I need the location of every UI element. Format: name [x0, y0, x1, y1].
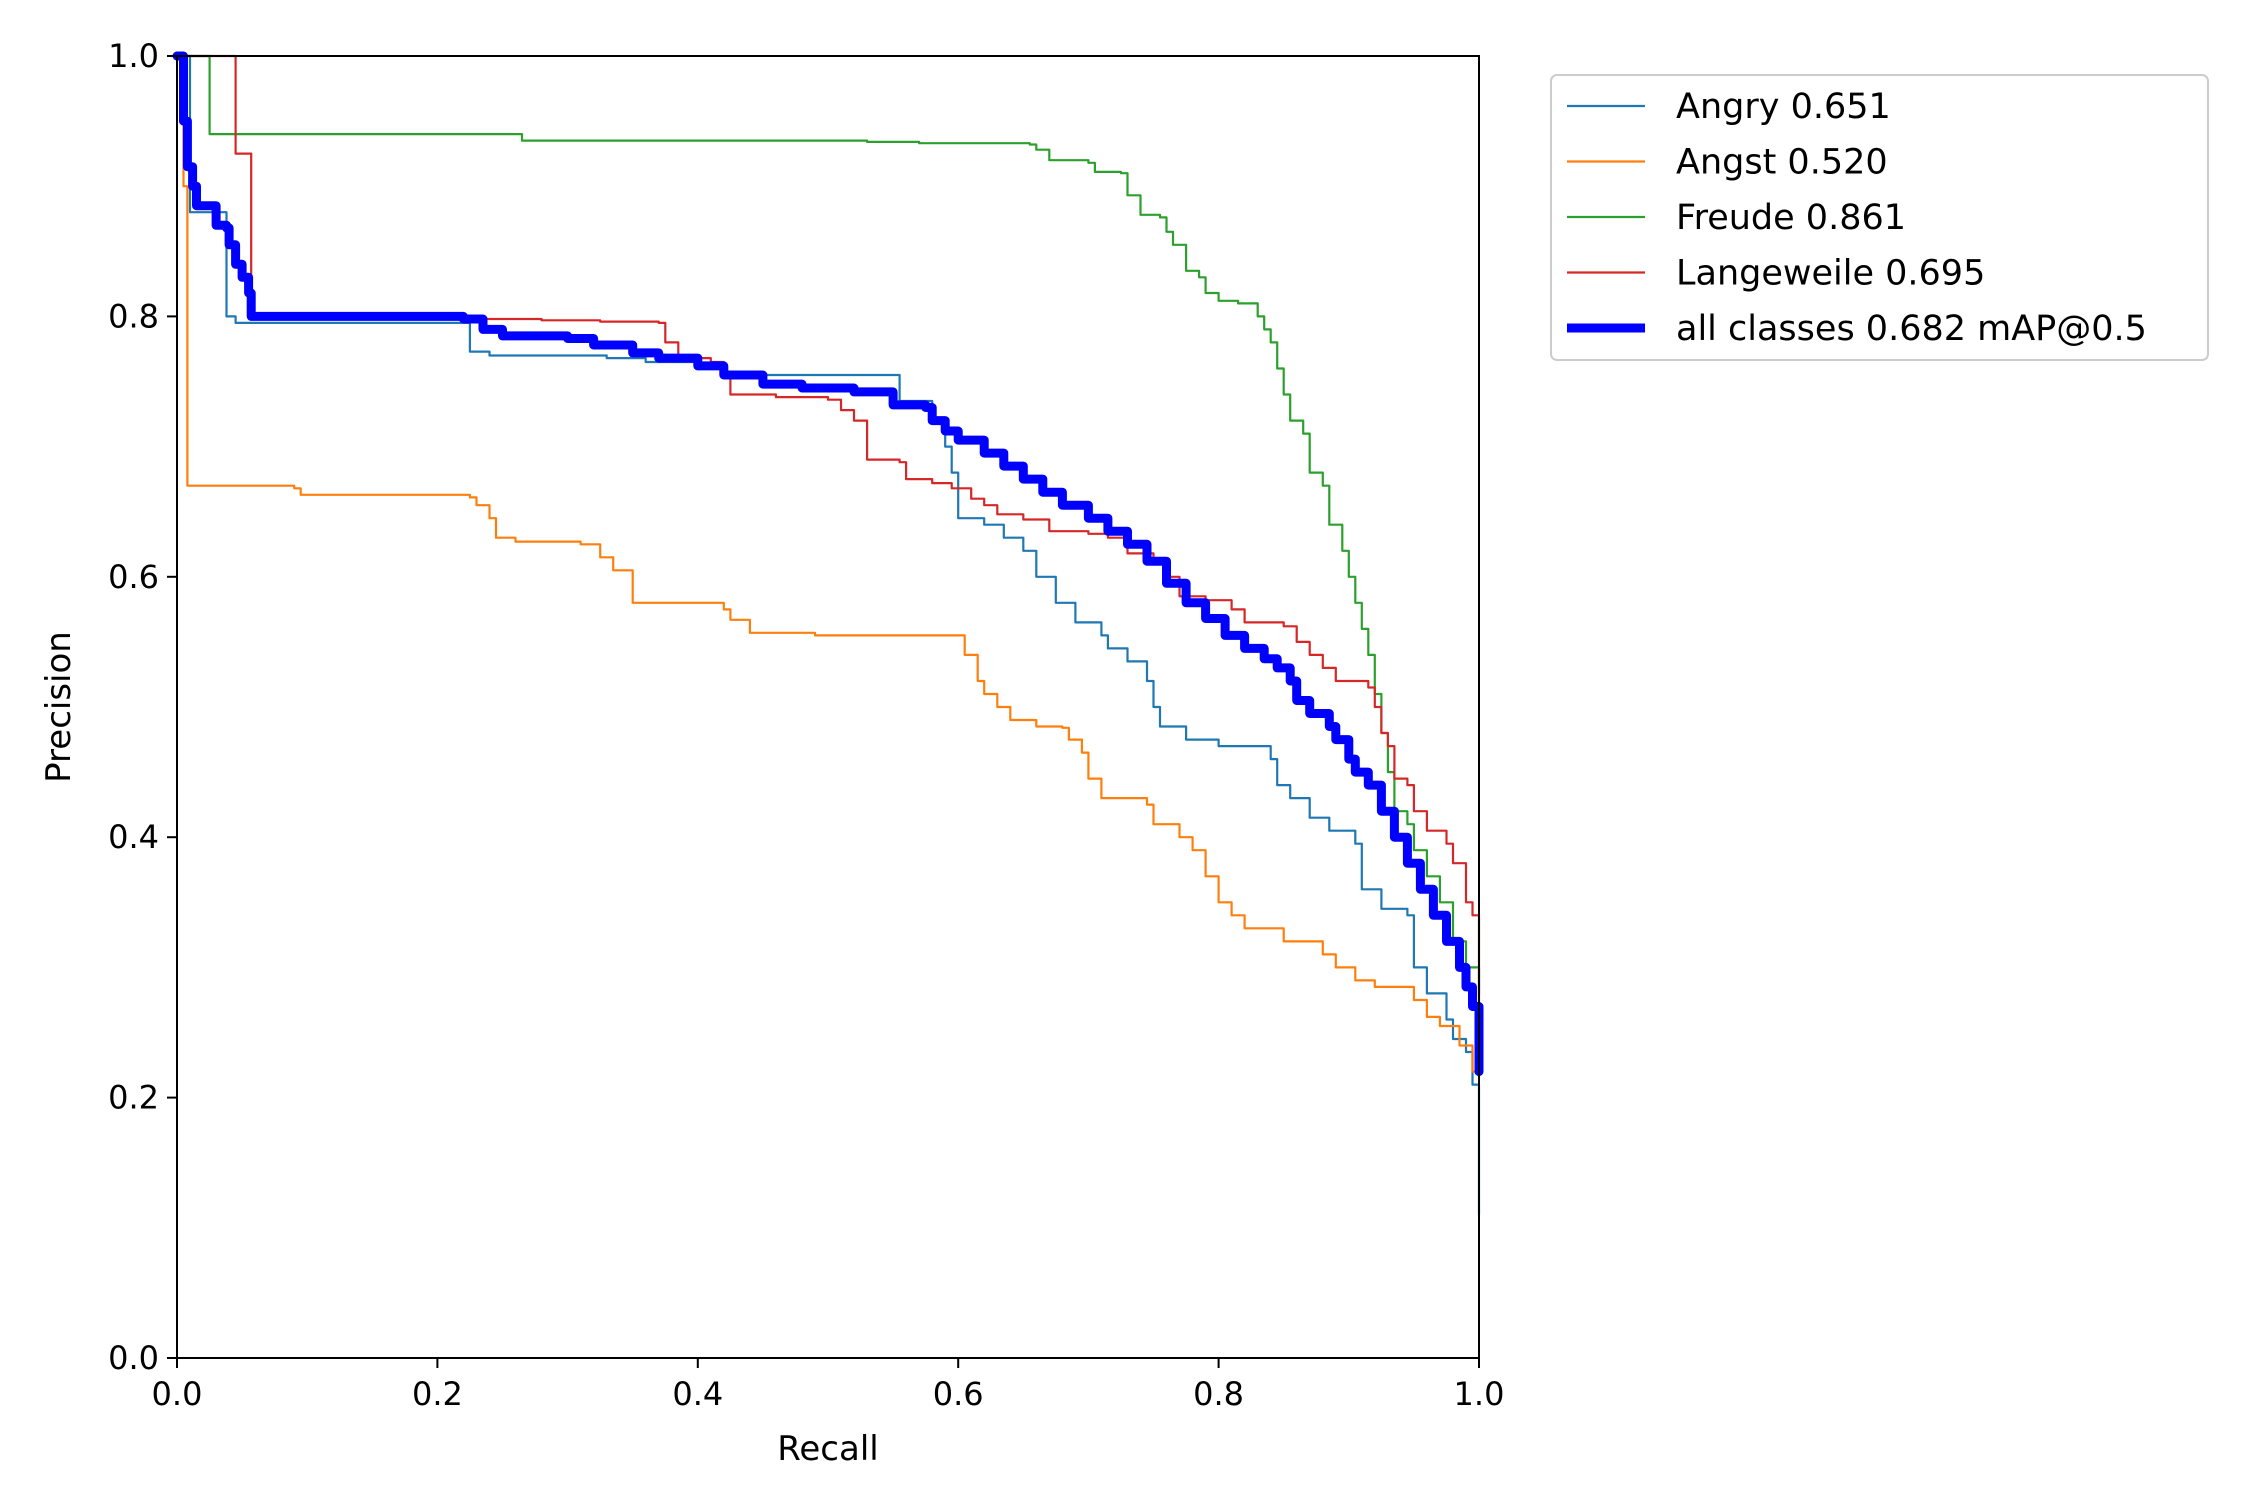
- legend-label-0: Angry 0.651: [1676, 87, 1891, 127]
- y-axis-ticks: 0.0 0.2 0.4 0.6 0.8 1.0: [108, 37, 177, 1377]
- x-tick-label-3: 0.6: [933, 1375, 984, 1413]
- plot-frame: [176, 55, 1480, 1359]
- x-axis-title: Recall: [777, 1429, 878, 1469]
- series-line-4: [172, 51, 1484, 1077]
- y-tick-label-4: 0.8: [108, 297, 159, 335]
- x-tick-label-0: 0.0: [152, 1375, 203, 1413]
- legend-box: [1550, 74, 2209, 361]
- x-tick-label-2: 0.4: [672, 1375, 723, 1413]
- legend-items: Angry 0.651 Angst 0.520 Freude 0.861 Langew…: [1567, 87, 2147, 349]
- legend-label-4: all classes 0.682 mAP@0.5: [1676, 309, 2147, 349]
- x-axis-ticks: 0.0 0.2 0.4 0.6 0.8 1.0: [152, 1358, 1505, 1413]
- y-tick-label-1: 0.2: [108, 1079, 159, 1117]
- y-tick-label-0: 0.0: [108, 1339, 159, 1377]
- x-tick-label-1: 0.2: [412, 1375, 463, 1413]
- legend-label-2: Freude 0.861: [1676, 198, 1906, 238]
- series-layer: [172, 51, 1484, 1216]
- x-tick-label-4: 0.8: [1193, 1375, 1244, 1413]
- legend: Angry 0.651 Angst 0.520 Freude 0.861 Langew…: [1550, 74, 2209, 361]
- x-tick-label-5: 1.0: [1454, 1375, 1505, 1413]
- series-line-1: [175, 54, 1481, 1080]
- y-tick-label-5: 1.0: [108, 37, 159, 75]
- y-tick-label-3: 0.6: [108, 558, 159, 596]
- series-line-0: [175, 54, 1481, 1216]
- legend-label-3: Langeweile 0.695: [1676, 254, 1985, 294]
- y-tick-label-2: 0.4: [108, 818, 159, 856]
- y-axis-title: Precision: [39, 631, 79, 783]
- series-line-3: [175, 54, 1481, 1073]
- series-line-2: [175, 54, 1481, 995]
- legend-label-1: Angst 0.520: [1676, 143, 1888, 183]
